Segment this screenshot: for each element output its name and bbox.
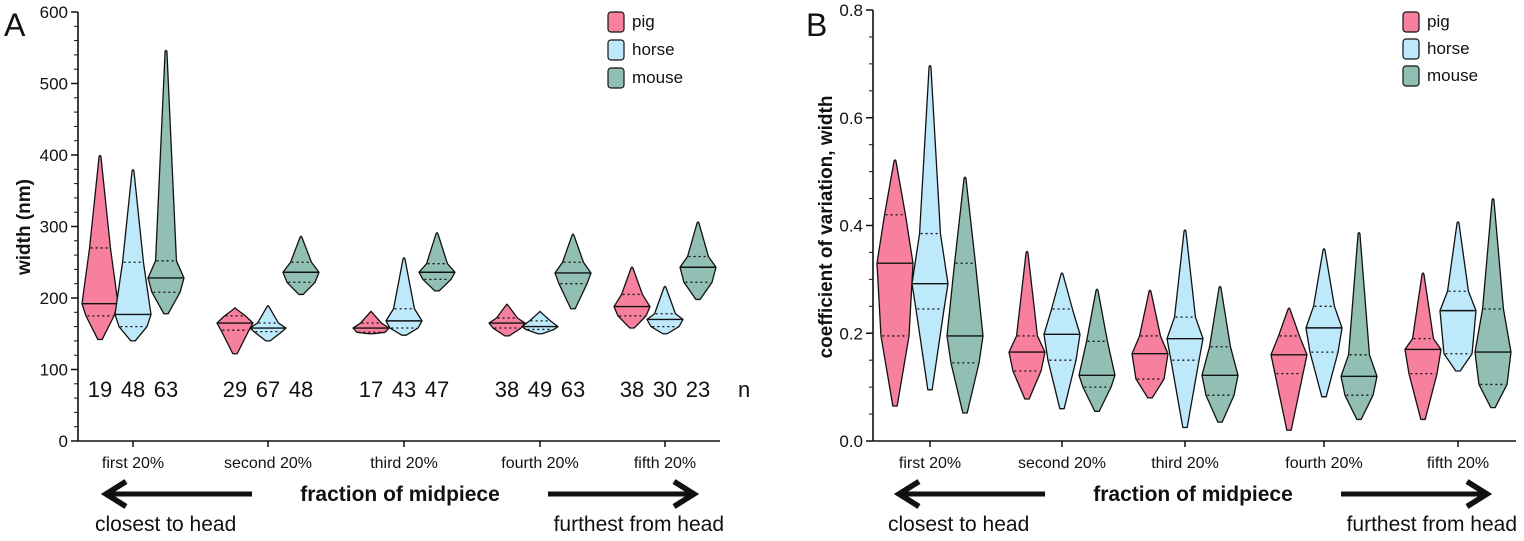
panel-b-violin-horse xyxy=(1043,272,1081,410)
panel-b-violin-pig xyxy=(1131,289,1169,399)
panel-a-direction-right: furthest from head xyxy=(554,513,724,536)
panel-a-violin-pig xyxy=(613,266,651,329)
panel-a-n-value: 38 xyxy=(620,377,644,402)
panel-b-violin-horse xyxy=(1439,221,1477,372)
panel-b-letter: B xyxy=(806,7,827,43)
panel-b-legend-swatch-mouse xyxy=(1402,65,1420,87)
panel-a-n-value: 29 xyxy=(223,377,247,402)
panel-a-violin-mouse xyxy=(147,49,185,315)
panel-b-category-label: second 20% xyxy=(1018,455,1106,472)
panel-b-violin-mouse xyxy=(1201,285,1239,423)
panel-a-category-label: fifth 20% xyxy=(634,455,696,472)
panel-a-violin-pig xyxy=(216,307,254,355)
panel-a-legend-swatch-mouse xyxy=(607,67,625,89)
panel-a-violin-horse xyxy=(646,285,684,335)
panel-a-legend-label: mouse xyxy=(632,68,683,87)
panel-a-direction-left: closest to head xyxy=(95,513,236,536)
panel-b-direction-right: furthest from head xyxy=(1347,513,1517,536)
panel-a-category-label: third 20% xyxy=(370,455,438,472)
panel-a-n-value: 17 xyxy=(359,377,383,402)
panel-b-xlabel: fraction of midpiece xyxy=(1093,483,1293,506)
panel-b-violin-mouse xyxy=(1340,231,1378,421)
panel-a-violin-horse xyxy=(385,257,423,336)
panel-a-violin-horse xyxy=(521,310,559,335)
panel-a-n-value: 48 xyxy=(289,377,313,402)
panel-a-letter: A xyxy=(4,7,26,43)
panel-b-violin-horse xyxy=(1305,248,1343,398)
panel-a-violin-mouse xyxy=(679,221,717,301)
panel-b-plot: 0.0 0.2 0.4 0.6 0.8 first 20% second 20% third … xyxy=(839,1,1516,472)
panel-b-violin-horse xyxy=(1166,229,1204,429)
panel-a-category-label: second 20% xyxy=(224,455,312,472)
panel-a-n-marker: n xyxy=(738,377,750,402)
panel-a-n-value: 38 xyxy=(495,377,519,402)
panel-a-legend-label: horse xyxy=(632,40,675,59)
panel-a-xlabel: fraction of midpiece xyxy=(300,483,500,506)
panel-b-ytick-label: 0.0 xyxy=(839,432,863,451)
panel-b-violin-horse xyxy=(911,64,949,391)
panel-a-ytick-label: 500 xyxy=(40,75,68,94)
panel-a-ytick-label: 100 xyxy=(40,361,68,380)
panel-b-violin-pig xyxy=(1270,307,1308,431)
panel-b-ytick-label: 0.2 xyxy=(839,324,863,343)
panel-a-violin-horse xyxy=(114,169,152,342)
panel-a-n-value: 63 xyxy=(561,377,585,402)
panel-b-legend-label: horse xyxy=(1427,39,1470,58)
panel-a-ytick-label: 400 xyxy=(40,146,68,165)
panel-b-category-label: fourth 20% xyxy=(1285,455,1362,472)
panel-a-legend-swatch-pig xyxy=(607,11,625,33)
panel-b-ytick-label: 0.4 xyxy=(839,217,863,236)
panel-a-violin-horse xyxy=(249,304,287,342)
panel-b-legend-swatch-horse xyxy=(1402,38,1420,60)
panel-b-legend-label: pig xyxy=(1427,12,1450,31)
panel-a-legend-label: pig xyxy=(632,12,655,31)
panel-b-legend-swatch-pig xyxy=(1402,11,1420,33)
panel-a-n-value: 23 xyxy=(686,377,710,402)
panel-a-ylabel: width (nm) xyxy=(14,179,35,276)
panel-a-n-value: 63 xyxy=(154,377,178,402)
panel-b-category-label: fifth 20% xyxy=(1427,455,1489,472)
panel-a-violin-pig xyxy=(352,310,390,335)
panel-a-n-value: 47 xyxy=(425,377,449,402)
panel-b-ytick-label: 0.6 xyxy=(839,109,863,128)
panel-b-category-label: third 20% xyxy=(1151,455,1219,472)
panel-a-n-value: 48 xyxy=(121,377,145,402)
panel-a-category-label: first 20% xyxy=(102,455,164,472)
panel-a-legend-swatch-horse xyxy=(607,39,625,61)
panel-a-violin-mouse xyxy=(418,232,456,292)
panel-b-ytick-label: 0.8 xyxy=(839,1,863,20)
panel-b-legend-label: mouse xyxy=(1427,66,1478,85)
panel-b-violin-pig xyxy=(1404,272,1442,421)
panel-a-violin-pig xyxy=(81,154,119,341)
panel-b-violin-mouse xyxy=(1078,288,1116,413)
panel-b-category-label: first 20% xyxy=(899,455,961,472)
panel-b-violin-mouse xyxy=(946,176,984,414)
panel-a-n-value: 49 xyxy=(528,377,552,402)
panel-a-n-value: 43 xyxy=(392,377,416,402)
panel-b-violin-pig xyxy=(1008,250,1046,400)
panel-a-n-value: 67 xyxy=(256,377,280,402)
panel-b-ylabel: coefficient of variation, width xyxy=(816,96,837,359)
panel-a-violin-pig xyxy=(488,303,526,337)
panel-a-n-value: 19 xyxy=(88,377,112,402)
panel-b-direction-left: closest to head xyxy=(888,513,1029,536)
panel-a-violin-mouse xyxy=(282,235,320,296)
panel-a-plot: 0 100 200 300 400 500 600 first 20% second 20% th… xyxy=(40,3,720,472)
panel-a-n-value: 30 xyxy=(653,377,677,402)
panel-a-violin-mouse xyxy=(554,233,592,310)
panel-b-violin-mouse xyxy=(1474,197,1512,409)
panel-a-ytick-label: 600 xyxy=(40,3,68,22)
panel-a-ytick-label: 200 xyxy=(40,289,68,308)
panel-a-ytick-label: 0 xyxy=(59,432,68,451)
panel-a-category-label: fourth 20% xyxy=(501,455,578,472)
panel-b-violin-pig xyxy=(876,159,914,407)
panel-a-ytick-label: 300 xyxy=(40,218,68,237)
